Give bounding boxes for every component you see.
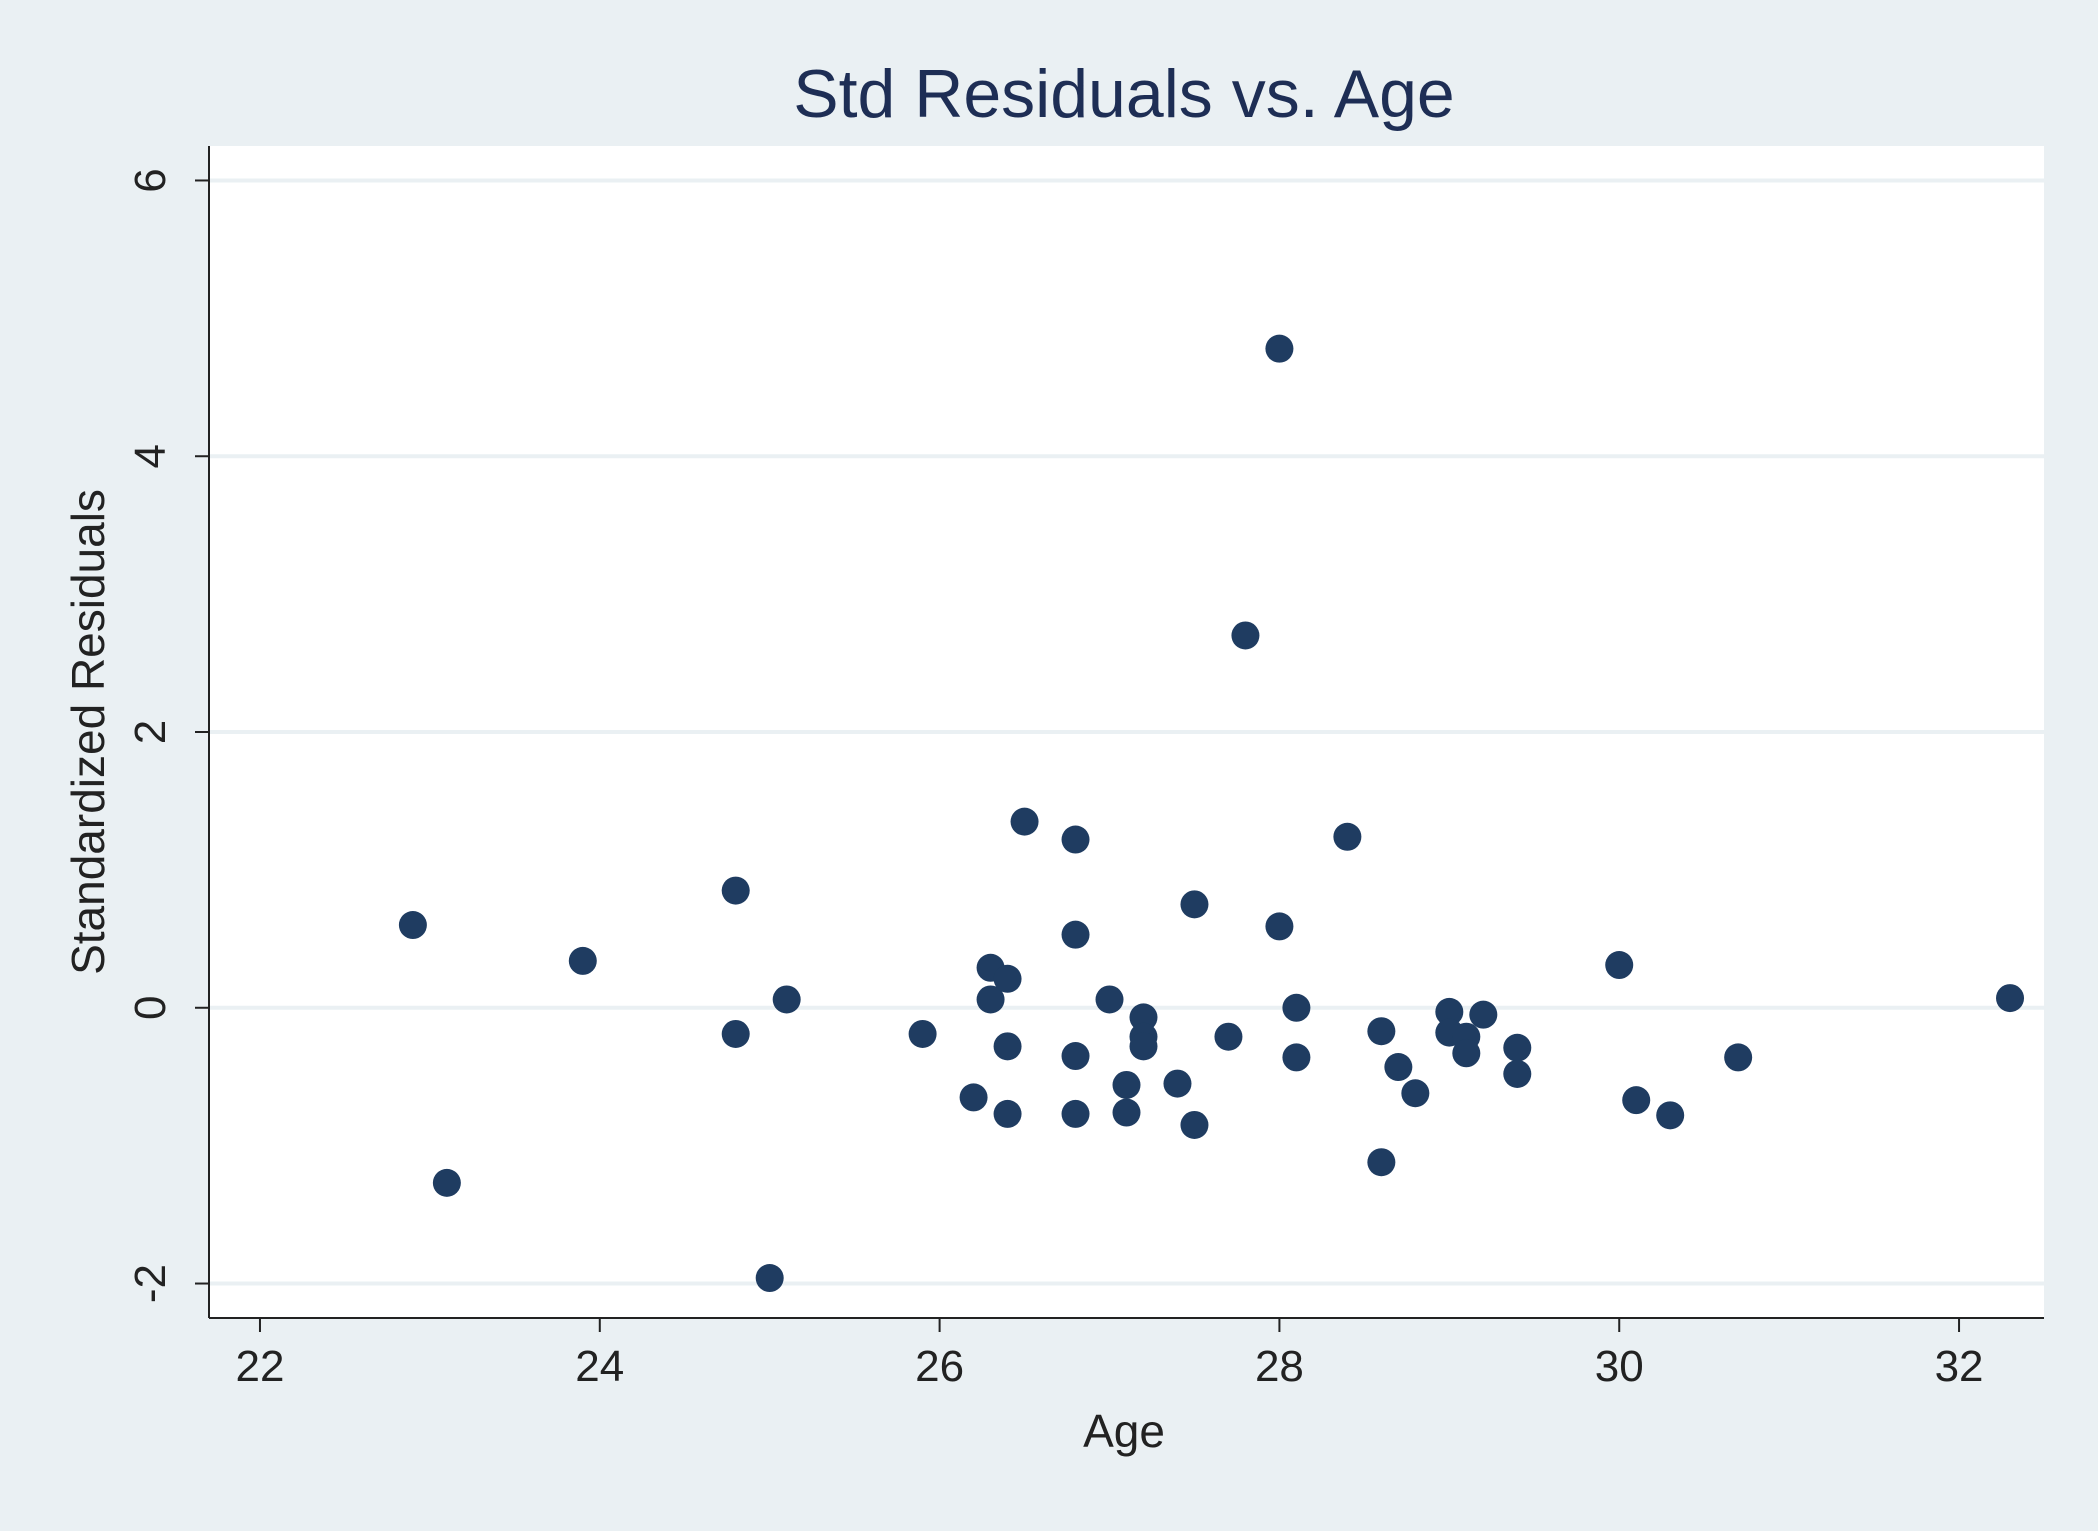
- data-point: [1129, 1032, 1158, 1061]
- x-axis-title: Age: [1083, 1405, 1165, 1457]
- data-point: [1622, 1086, 1651, 1115]
- x-tick-label: 30: [1595, 1342, 1644, 1391]
- data-point: [1010, 807, 1039, 836]
- data-point: [1435, 997, 1464, 1026]
- data-point: [1384, 1053, 1413, 1082]
- data-point: [1605, 951, 1634, 980]
- grid-lines: [209, 178, 2044, 1286]
- data-point: [772, 985, 801, 1014]
- data-point: [1656, 1101, 1685, 1130]
- data-point: [1401, 1079, 1430, 1108]
- y-tick-label: -2: [126, 1264, 175, 1303]
- data-point: [721, 1019, 750, 1048]
- data-point: [1163, 1069, 1192, 1098]
- data-point: [1214, 1022, 1243, 1051]
- data-point: [1724, 1043, 1753, 1072]
- y-axis-title: Standardized Residuals: [62, 489, 114, 975]
- data-point: [1282, 1043, 1311, 1072]
- data-point: [1265, 912, 1294, 941]
- y-tick-label: 4: [126, 444, 175, 468]
- data-point: [1061, 1042, 1090, 1071]
- data-point: [1061, 920, 1090, 949]
- y-tick-label: 2: [126, 720, 175, 744]
- data-point: [959, 1083, 988, 1112]
- data-point: [1452, 1039, 1481, 1068]
- data-point: [1061, 1099, 1090, 1128]
- data-point: [721, 876, 750, 905]
- data-point: [1503, 1033, 1532, 1062]
- data-point: [398, 911, 427, 940]
- x-tick-label: 32: [1935, 1342, 1984, 1391]
- x-tick-label: 24: [575, 1342, 624, 1391]
- data-point: [1095, 985, 1124, 1014]
- data-point: [1469, 1000, 1498, 1029]
- data-point: [1112, 1098, 1141, 1127]
- data-point: [568, 946, 597, 975]
- data-point: [993, 1099, 1022, 1128]
- data-point: [993, 1032, 1022, 1061]
- data-points: [398, 334, 2025, 1293]
- data-point: [1367, 1148, 1396, 1177]
- data-point: [1996, 984, 2025, 1013]
- data-point: [908, 1019, 937, 1048]
- data-point: [1231, 621, 1260, 650]
- y-tick-label: 0: [126, 996, 175, 1020]
- data-point: [1503, 1059, 1532, 1088]
- data-point: [1282, 993, 1311, 1022]
- data-point: [1333, 822, 1362, 851]
- data-point: [993, 964, 1022, 993]
- y-tick-label: 6: [126, 168, 175, 192]
- data-point: [1180, 1110, 1209, 1139]
- data-point: [976, 985, 1005, 1014]
- data-point: [1265, 334, 1294, 363]
- data-point: [432, 1168, 461, 1197]
- data-point: [1180, 890, 1209, 919]
- data-point: [1129, 1003, 1158, 1032]
- data-point: [1061, 825, 1090, 854]
- data-point: [755, 1264, 784, 1293]
- data-point: [1367, 1017, 1396, 1046]
- chart-title: Std Residuals vs. Age: [793, 56, 1454, 132]
- x-tick-label: 26: [915, 1342, 964, 1391]
- data-point: [1112, 1070, 1141, 1099]
- x-tick-label: 28: [1255, 1342, 1304, 1391]
- x-tick-label: 22: [235, 1342, 284, 1391]
